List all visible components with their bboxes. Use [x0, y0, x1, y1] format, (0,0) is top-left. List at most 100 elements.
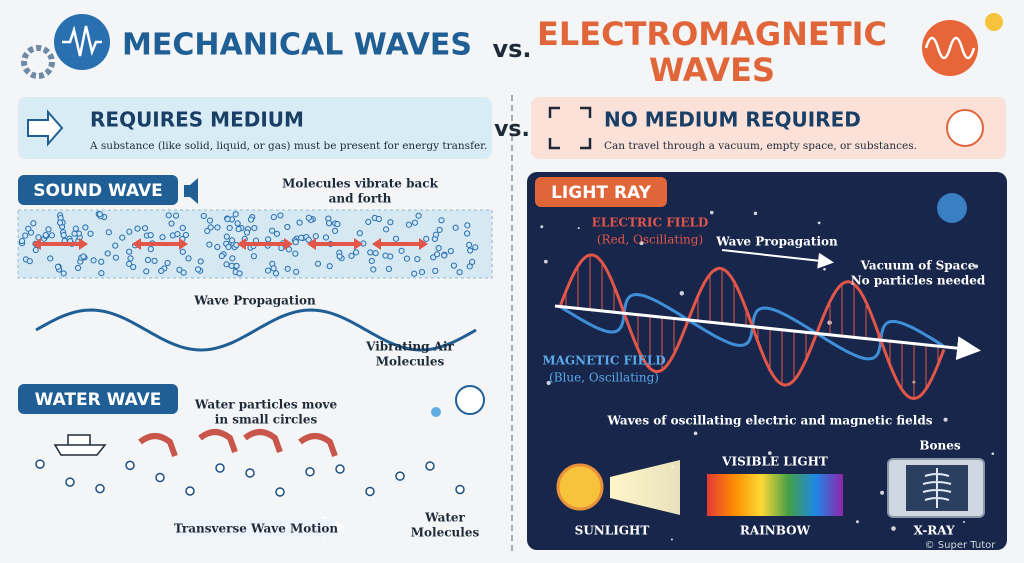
molecule [273, 230, 281, 237]
molecule [436, 226, 443, 233]
molecule [331, 227, 339, 234]
molecule [165, 212, 172, 219]
sun [556, 463, 604, 511]
molecule [251, 225, 258, 232]
molecule [126, 228, 133, 235]
molecule [250, 253, 257, 260]
right-banner [531, 97, 1006, 159]
molecule [228, 237, 236, 244]
molecule [48, 232, 55, 239]
molecule [375, 215, 382, 223]
molecule [32, 246, 39, 254]
molecule [441, 252, 448, 259]
molecule [164, 259, 171, 267]
molecule [365, 218, 372, 226]
label: ELECTRIC FIELD [592, 216, 709, 230]
molecule [452, 224, 459, 231]
label: VISIBLE LIGHT [721, 455, 828, 469]
label: in small circles [215, 413, 318, 427]
banner-title: NO MEDIUM REQUIRED [604, 108, 861, 132]
molecule [464, 222, 471, 229]
molecule [293, 268, 300, 275]
star [546, 380, 551, 386]
molecule [233, 241, 240, 249]
molecule [182, 231, 189, 239]
label: SUNLIGHT [575, 524, 650, 538]
water-particle [455, 484, 465, 495]
left-title: MECHANICAL WAVES [122, 28, 472, 63]
planet [937, 193, 967, 223]
molecule [179, 224, 186, 232]
molecule [298, 234, 305, 241]
molecule [382, 226, 390, 233]
water-particle [335, 464, 345, 474]
star [991, 452, 995, 456]
molecule [105, 229, 112, 236]
molecule [382, 252, 389, 259]
molecule [368, 257, 375, 265]
molecule [356, 230, 363, 237]
molecule [415, 212, 422, 219]
molecule [270, 214, 277, 221]
molecule [159, 234, 166, 241]
molecule [96, 211, 103, 218]
droplet [431, 407, 441, 417]
molecule [87, 230, 94, 237]
molecule [292, 250, 299, 257]
molecule [143, 268, 150, 275]
molecule [168, 220, 175, 227]
section-pill [18, 175, 178, 205]
air-molecules [18, 210, 479, 277]
molecule [370, 266, 377, 273]
molecule [54, 263, 62, 270]
molecule [447, 248, 454, 255]
molecule [127, 255, 134, 262]
star [540, 225, 544, 229]
banner-description: Can travel through a vacuum, empty space… [604, 140, 917, 152]
molecule [264, 267, 272, 274]
molecule [464, 230, 471, 237]
molecule [223, 233, 230, 240]
label: and forth [329, 192, 392, 206]
molecule [284, 265, 291, 272]
section-title: SOUND WAVE [33, 181, 163, 201]
section-title: LIGHT RAY [551, 183, 651, 203]
molecule [269, 227, 276, 234]
atom-icon [946, 109, 984, 147]
molecule [326, 263, 333, 270]
label: Transverse Wave Motion [174, 522, 339, 536]
molecule [314, 260, 322, 267]
label: Vibrating Air [365, 340, 454, 354]
molecule [112, 254, 119, 261]
molecule [60, 232, 67, 239]
molecule [200, 212, 207, 220]
molecule [348, 252, 355, 259]
em-icon-wave [924, 36, 976, 60]
star [767, 451, 772, 455]
circle-arrow [243, 429, 283, 454]
molecule [206, 241, 213, 248]
water-particle [35, 459, 45, 469]
molecule [432, 231, 440, 238]
label: MAGNETIC FIELD [542, 354, 665, 368]
water-particle [395, 471, 405, 481]
propagation-arrow [721, 249, 834, 269]
water-particle [365, 486, 375, 497]
label: Bones [919, 439, 961, 453]
molecule [353, 249, 360, 256]
wave-icon-line [62, 25, 102, 57]
molecule [243, 229, 251, 236]
water-particle [155, 472, 165, 483]
molecule [312, 233, 319, 240]
molecule [232, 211, 239, 218]
sound-wave-line [35, 308, 477, 352]
star [693, 431, 698, 436]
molecule [18, 237, 26, 245]
molecule [372, 250, 379, 257]
water-particle [245, 468, 255, 478]
label: Molecules [376, 355, 445, 369]
molecule [423, 235, 430, 242]
star [880, 490, 885, 495]
water-particle [425, 461, 435, 471]
label: Vacuum of Space [860, 259, 976, 273]
